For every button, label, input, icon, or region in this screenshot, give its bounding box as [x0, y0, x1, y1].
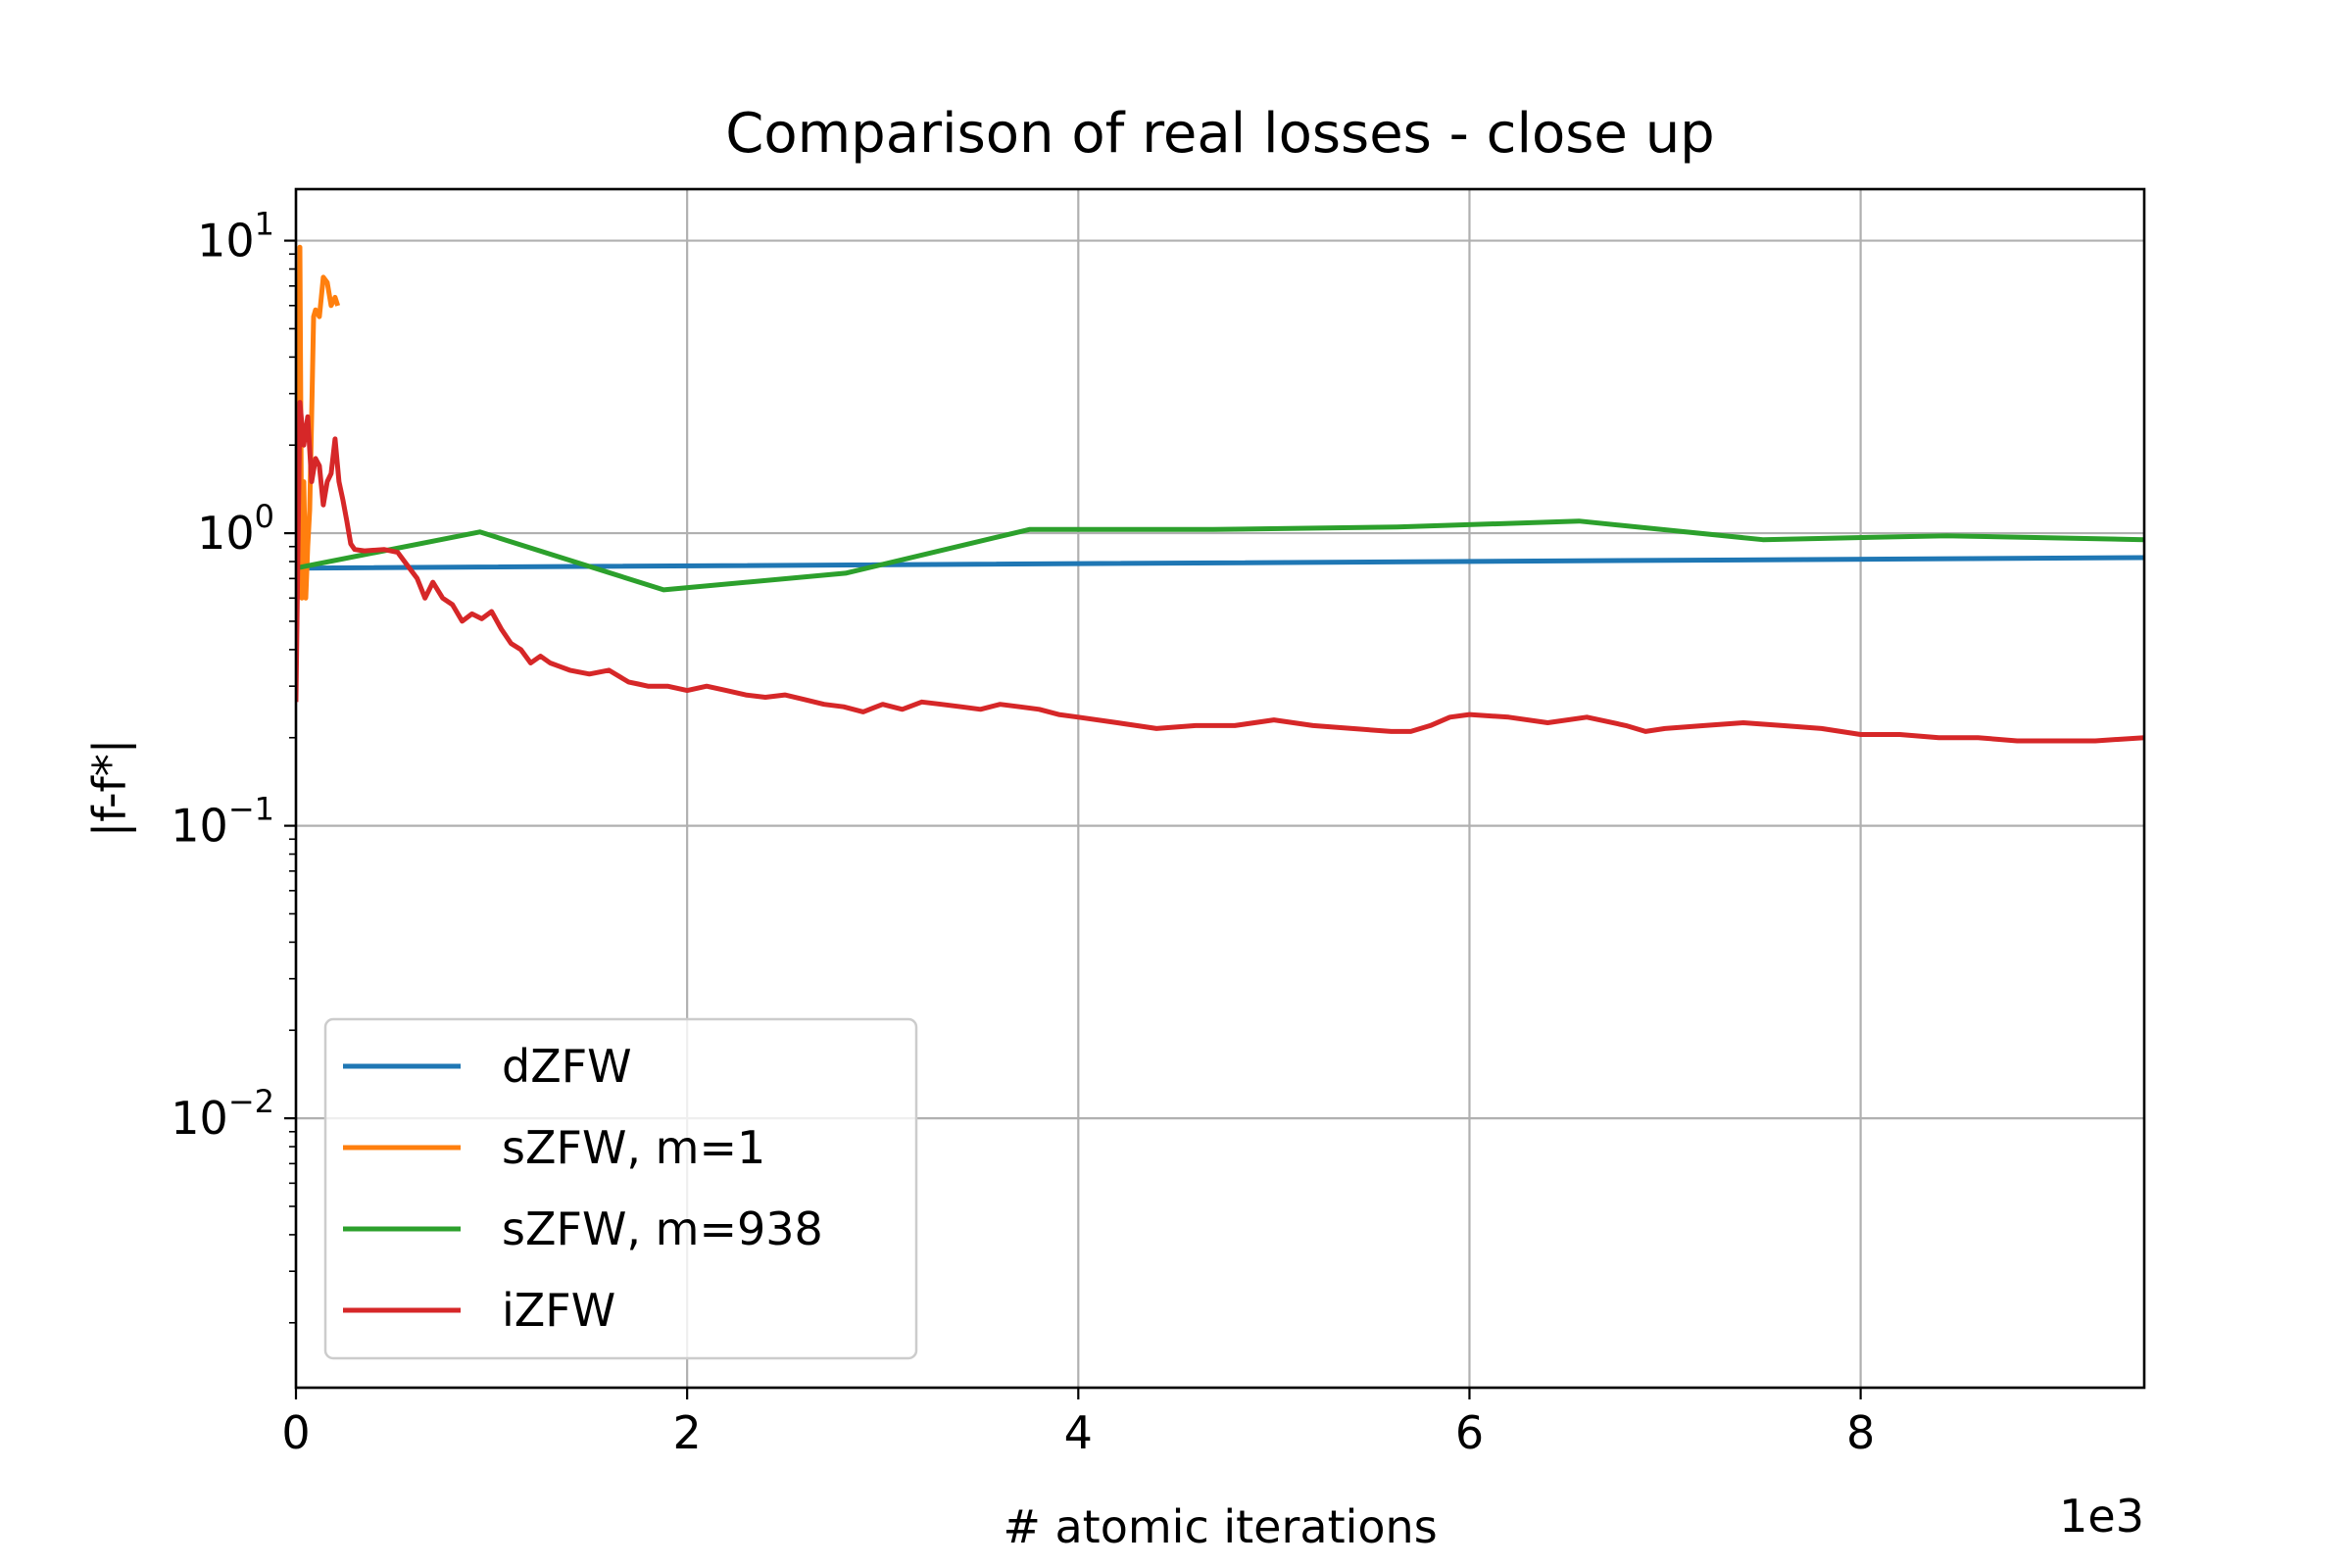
x-tick-label: 4 — [1064, 1406, 1093, 1459]
y-tick-label: 10−1 — [171, 791, 274, 853]
legend-label: iZFW — [502, 1284, 615, 1337]
y-tick-exponent: −2 — [228, 1083, 274, 1120]
x-ticks: 0 2 4 6 8 — [281, 1388, 1875, 1459]
y-tick-exponent: 0 — [255, 498, 274, 535]
series-line-4 — [296, 400, 2144, 744]
y-tick-label: 100 — [197, 498, 274, 560]
y-tick-base: 10 — [171, 1092, 228, 1145]
x-tick-label: 8 — [1846, 1406, 1875, 1459]
grid — [294, 189, 2144, 1388]
legend-label: sZFW, m=938 — [502, 1202, 823, 1255]
y-tick-base: 10 — [197, 507, 255, 560]
legend-label: dZFW — [502, 1040, 632, 1093]
chart-title: Comparison of real losses - close up — [725, 102, 1714, 166]
y-tick-label: 10−2 — [171, 1083, 274, 1145]
y-tick-base: 10 — [197, 215, 255, 268]
series-line-1 — [296, 555, 2144, 571]
y-tick-label: 101 — [197, 206, 274, 268]
legend: dZFW sZFW, m=1 sZFW, m=938 iZFW — [323, 1017, 918, 1360]
y-tick-base: 10 — [171, 800, 228, 853]
x-tick-label: 0 — [281, 1406, 310, 1459]
legend-label: sZFW, m=1 — [502, 1121, 765, 1174]
legend-box — [323, 1017, 918, 1360]
x-tick-label: 6 — [1455, 1406, 1484, 1459]
y-tick-exponent: 1 — [255, 206, 274, 243]
y-tick-exponent: −1 — [228, 791, 274, 828]
plot-frame — [294, 187, 2146, 1390]
series-line-3 — [296, 518, 2144, 593]
x-axis-label: # atomic iterations — [1003, 1500, 1437, 1553]
series-group — [296, 244, 2144, 744]
x-tick-label: 2 — [673, 1406, 702, 1459]
y-axis-label: |f-f*| — [83, 739, 137, 837]
x-offset-text: 1e3 — [2059, 1490, 2144, 1543]
